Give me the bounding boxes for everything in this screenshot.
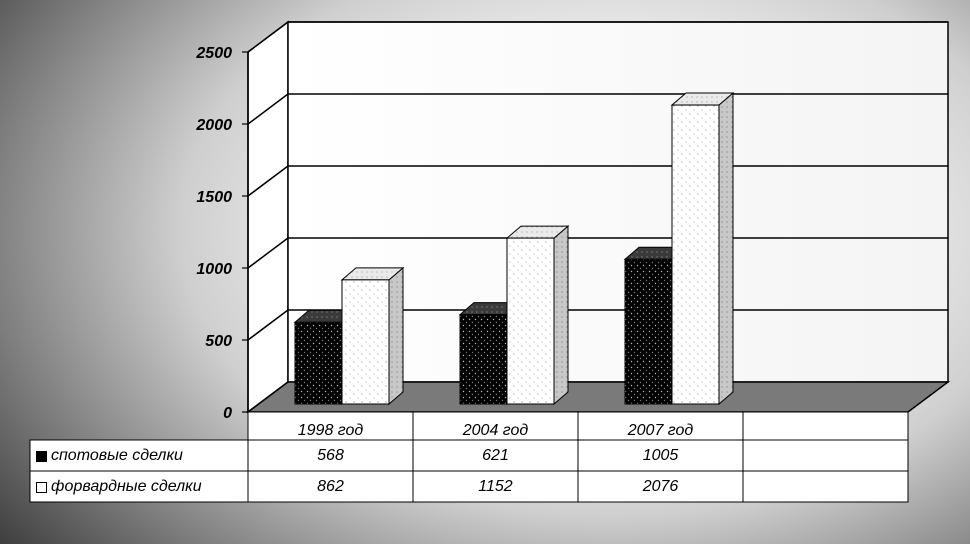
y-tick-label: 500 <box>205 333 232 350</box>
gridline-side <box>247 21 289 53</box>
bar-forward-0 <box>340 266 405 406</box>
table-value-cell <box>577 439 744 472</box>
y-tick-label: 2000 <box>195 117 232 134</box>
table-value-cell <box>412 439 579 472</box>
data-label: 862 <box>317 478 344 495</box>
bar-front-face <box>671 104 720 405</box>
legend-swatch <box>36 451 47 462</box>
y-tick-label: 1500 <box>196 189 232 206</box>
data-label: 621 <box>482 447 509 464</box>
y-tick-label: 0 <box>223 405 232 422</box>
bar-front-face <box>506 237 555 405</box>
bar-side-face <box>718 91 734 406</box>
table-value-cell <box>742 439 909 472</box>
table-value-cell <box>742 470 909 503</box>
y-tick-label: 2500 <box>195 45 232 62</box>
bar-front-face <box>294 321 343 405</box>
bars <box>293 91 735 406</box>
table-value-cell <box>247 470 414 503</box>
table-value-cell <box>577 470 744 503</box>
category-label: 1998 год <box>297 422 364 439</box>
category-label: 2004 год <box>462 422 529 439</box>
table-value-cell <box>247 439 414 472</box>
side-wall <box>247 20 289 414</box>
gridline-side <box>247 165 289 197</box>
category-label: 2007 год <box>627 422 694 439</box>
table-value-cell <box>412 470 579 503</box>
gridline-side <box>247 309 289 341</box>
y-tick-label: 1000 <box>196 261 232 278</box>
table-header-cell <box>742 411 909 441</box>
data-table-grid <box>29 411 909 503</box>
bar-side-face <box>553 225 569 406</box>
legend-label: форвардные сделки <box>51 478 202 495</box>
legend-swatch <box>36 482 47 493</box>
legend-label: спотовые сделки <box>51 447 183 464</box>
bar-front-face <box>341 279 390 405</box>
bar-forward-2 <box>670 91 735 406</box>
bar-front-face <box>459 314 508 405</box>
data-label: 568 <box>317 447 344 464</box>
table-legend-cell <box>29 470 249 503</box>
data-label: 1152 <box>478 478 513 495</box>
bar-side-face <box>388 266 404 406</box>
gridline-side <box>247 93 289 125</box>
bar-forward-1 <box>505 225 570 406</box>
data-label: 2076 <box>642 478 679 495</box>
gridline-side <box>247 237 289 269</box>
data-label: 1005 <box>642 447 679 464</box>
y-axis-ticks: 0 500 1000 1500 2000 2500 <box>195 45 248 422</box>
bar-front-face <box>624 258 673 405</box>
table-header-cell <box>412 411 579 441</box>
table-legend-cell <box>29 439 249 472</box>
